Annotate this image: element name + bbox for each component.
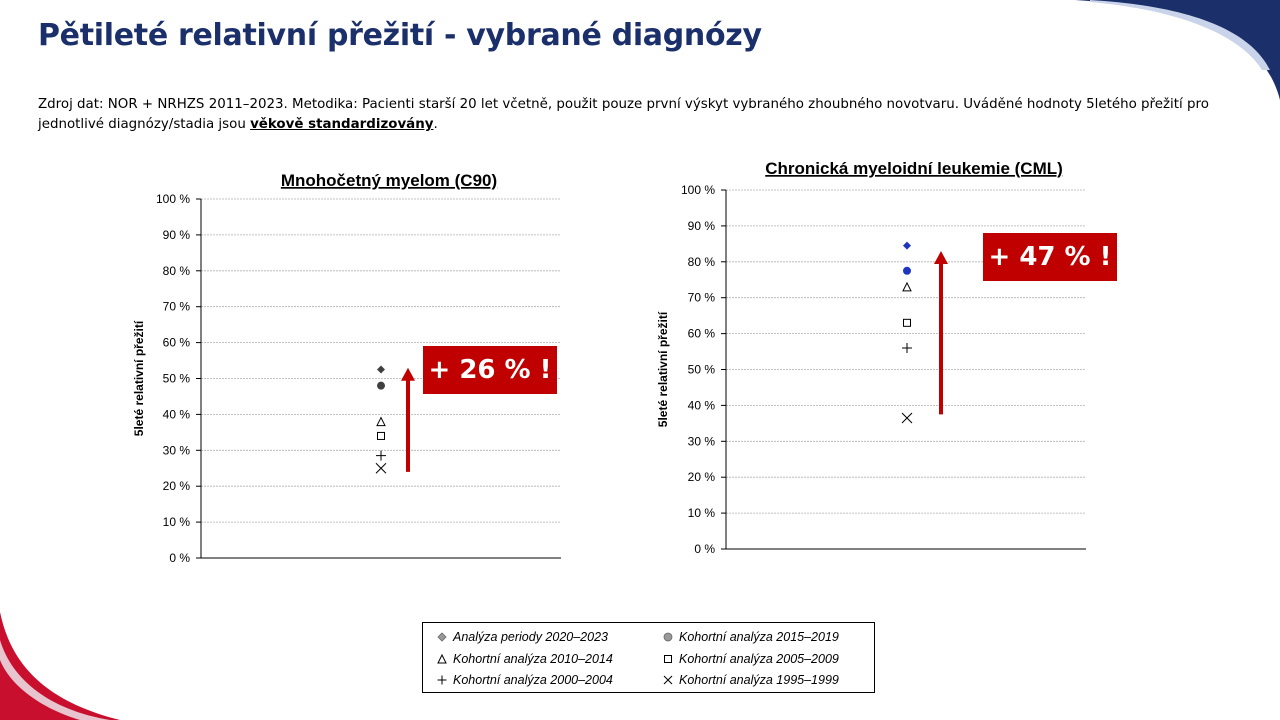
data-point-diamond <box>903 241 911 250</box>
legend-item-2005: Kohortní analýza 2005–2009 <box>661 651 839 667</box>
data-point-plus <box>376 450 386 461</box>
square-marker-icon <box>664 655 672 663</box>
source-note: Zdroj dat: NOR + NRHZS 2011–2023. Metodi… <box>38 95 1248 135</box>
legend-label: Analýza periody 2020–2023 <box>453 630 608 644</box>
y-tick-label: 80 % <box>688 255 716 269</box>
legend-item-2015: Kohortní analýza 2015–2019 <box>661 629 839 645</box>
chart-title: Mnohočetný myelom (C90) <box>281 171 497 190</box>
data-point-circle <box>377 381 385 390</box>
y-tick-label: 10 % <box>688 506 716 520</box>
y-tick-label: 80 % <box>163 264 191 278</box>
y-tick-label: 40 % <box>163 407 191 421</box>
data-point-square <box>377 431 385 440</box>
y-axis-label: 5leté relativní přežití <box>656 311 670 427</box>
top-right-swoosh-light <box>1090 0 1270 70</box>
y-tick-label: 30 % <box>688 434 716 448</box>
improvement-arrow-head <box>401 367 415 381</box>
legend-label: Kohortní analýza 2015–2019 <box>679 630 839 644</box>
legend-label: Kohortní analýza 1995–1999 <box>679 673 839 687</box>
x-marker-icon <box>663 675 673 685</box>
y-tick-label: 90 % <box>163 228 191 242</box>
bottom-left-swoosh-light <box>0 640 110 720</box>
data-point-triangle <box>902 281 912 292</box>
data-point-x <box>901 412 913 424</box>
data-point-plus <box>902 342 912 353</box>
y-tick-label: 50 % <box>163 372 191 386</box>
y-tick-label: 20 % <box>163 479 191 493</box>
source-bold: věkově standardizovány <box>250 117 434 132</box>
callout-myelom: + 26 % ! <box>423 346 557 394</box>
legend-item-2000: Kohortní analýza 2000–2004 <box>435 672 613 688</box>
page-title: Pětileté relativní přežití - vybrané dia… <box>38 18 762 53</box>
y-tick-label: 90 % <box>688 219 716 233</box>
y-tick-label: 0 % <box>169 551 190 565</box>
data-point-triangle <box>376 416 386 427</box>
y-tick-label: 20 % <box>688 470 716 484</box>
legend-item-1995: Kohortní analýza 1995–1999 <box>661 672 839 688</box>
y-tick-label: 10 % <box>163 515 191 529</box>
circle-marker-icon <box>663 632 673 642</box>
legend-label: Kohortní analýza 2005–2009 <box>679 652 839 666</box>
y-axis-label: 5leté relativní přežití <box>132 320 146 436</box>
y-tick-label: 70 % <box>688 291 716 305</box>
legend-item-2020: Analýza periody 2020–2023 <box>435 629 608 645</box>
y-tick-label: 50 % <box>688 363 716 377</box>
y-tick-label: 100 % <box>156 192 190 206</box>
legend-label: Kohortní analýza 2010–2014 <box>453 652 613 666</box>
data-point-circle <box>903 266 911 275</box>
y-tick-label: 100 % <box>681 183 715 197</box>
chart-title: Chronická myeloidní leukemie (CML) <box>765 159 1063 178</box>
callout-cml: + 47 % ! <box>983 233 1117 281</box>
y-tick-label: 30 % <box>163 443 191 457</box>
top-right-swoosh-blue <box>1075 0 1280 100</box>
data-point-diamond <box>377 365 385 374</box>
y-tick-label: 60 % <box>163 336 191 350</box>
legend-label: Kohortní analýza 2000–2004 <box>453 673 613 687</box>
improvement-arrow-head <box>934 251 948 265</box>
diamond-marker-icon <box>437 632 447 642</box>
y-tick-label: 40 % <box>688 398 716 412</box>
legend: Analýza periody 2020–2023 Kohortní analý… <box>422 622 875 693</box>
legend-item-2010: Kohortní analýza 2010–2014 <box>435 651 613 667</box>
data-point-square <box>903 318 911 327</box>
source-text: Zdroj dat: NOR + NRHZS 2011–2023. Metodi… <box>38 97 1209 132</box>
y-tick-label: 0 % <box>694 542 715 556</box>
triangle-marker-icon <box>437 653 447 664</box>
source-end: . <box>433 117 438 132</box>
y-tick-label: 60 % <box>688 327 716 341</box>
y-tick-label: 70 % <box>163 300 191 314</box>
plus-marker-icon <box>437 675 447 685</box>
data-point-x <box>375 462 387 474</box>
